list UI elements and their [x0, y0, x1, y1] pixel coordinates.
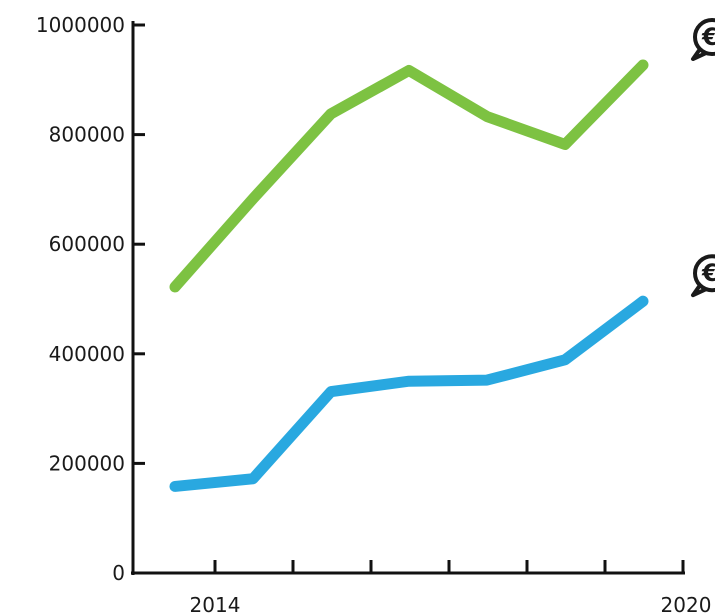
series-line — [169, 295, 649, 492]
y-tick-label: 800000 — [49, 123, 125, 147]
y-tick-label: 200000 — [49, 451, 125, 475]
y-axis: 0 200000 400000 600000 800000 1000000 — [36, 13, 145, 585]
euro-coin-icon: € — [691, 18, 715, 62]
y-tick-label: 600000 — [49, 232, 125, 256]
series-layer — [169, 59, 649, 492]
y-tick-label: 400000 — [49, 342, 125, 366]
euro-coin-icon: € — [691, 254, 715, 298]
y-tick-label: 1000000 — [36, 13, 125, 37]
x-tick-label: 2020 — [661, 593, 712, 614]
series-line — [169, 59, 649, 293]
x-axis: 2014 2020 — [131, 560, 711, 614]
svg-text:€: € — [701, 23, 715, 51]
x-tick-label: 2014 — [190, 593, 241, 614]
svg-text:€: € — [701, 259, 715, 287]
legend-icons: €€ — [691, 18, 715, 298]
y-tick-label: 0 — [112, 561, 125, 585]
